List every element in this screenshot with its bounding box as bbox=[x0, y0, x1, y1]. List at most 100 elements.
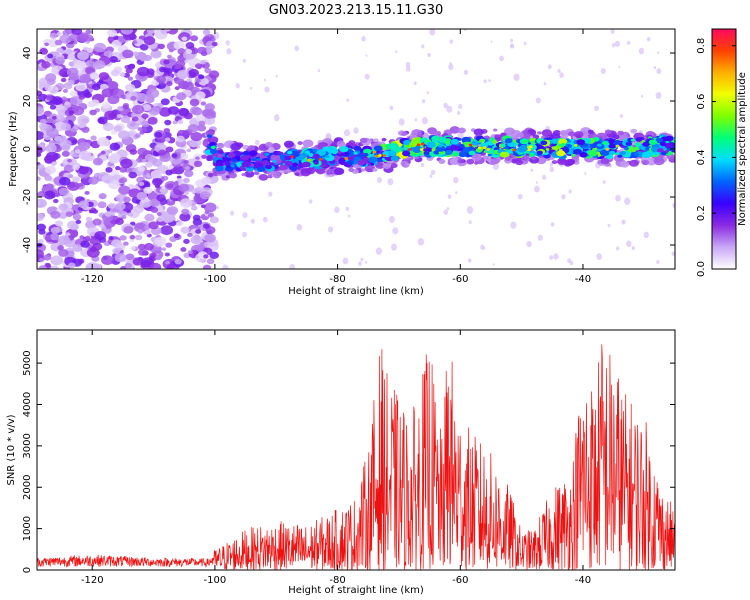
spectrogram-cell bbox=[596, 253, 602, 261]
spectrogram-cell bbox=[332, 150, 338, 155]
spectrogram-cell bbox=[242, 58, 247, 63]
spectrogram-cell bbox=[130, 96, 137, 101]
spectrogram-cell bbox=[203, 108, 216, 119]
spectrogram-cell bbox=[569, 260, 574, 266]
spectrogram-cell bbox=[615, 246, 620, 251]
spectrogram-cell bbox=[421, 44, 425, 49]
y-tick-label: 40 bbox=[22, 47, 33, 60]
spectrogram-cell bbox=[217, 153, 224, 158]
spectrogram-cell bbox=[57, 235, 71, 245]
x-tick-label: -100 bbox=[204, 575, 227, 586]
spectrogram-cell bbox=[375, 161, 385, 169]
spectrogram-cell bbox=[373, 145, 383, 152]
spectrogram-cell bbox=[181, 208, 190, 215]
spectrogram-cell bbox=[152, 177, 163, 187]
spectrogram-cell bbox=[115, 218, 124, 225]
spectrogram-cell bbox=[613, 140, 622, 146]
spectrogram-cell bbox=[58, 248, 69, 257]
spectrogram-cell bbox=[202, 29, 211, 36]
spectrogram-cell bbox=[242, 231, 247, 238]
spectrogram-cell bbox=[180, 247, 187, 252]
spectrogram-cell bbox=[638, 47, 645, 55]
spectrogram-cell bbox=[139, 54, 148, 62]
spectrogram-cell bbox=[209, 141, 216, 147]
spectrogram-cell bbox=[493, 128, 498, 132]
spectrogram-cell bbox=[294, 45, 300, 52]
spectrogram-cell bbox=[159, 66, 167, 73]
spectrogram-cell bbox=[93, 60, 106, 70]
spectrogram-cell bbox=[158, 149, 167, 156]
spectrogram-cell bbox=[72, 213, 82, 221]
spectrogram-cell bbox=[44, 262, 51, 268]
spectrogram-cell bbox=[471, 140, 479, 146]
spectrogram-cell bbox=[274, 170, 280, 175]
spectrogram-cell bbox=[186, 148, 192, 153]
spectrogram-cell bbox=[85, 235, 91, 240]
spectrogram-cell bbox=[73, 60, 86, 70]
spectrogram-hotspot bbox=[559, 149, 563, 152]
spectrogram-cell bbox=[275, 74, 278, 78]
spectrogram-cell bbox=[510, 221, 517, 229]
spectrogram-cell bbox=[249, 86, 253, 90]
spectrogram-cell bbox=[455, 191, 458, 195]
spectrogram-cell bbox=[209, 251, 219, 259]
spectrogram-cell bbox=[565, 143, 573, 149]
spectrogram-cell bbox=[88, 209, 94, 214]
spectrogram-cell bbox=[89, 72, 100, 80]
spectrogram-cell bbox=[316, 149, 326, 156]
spectrogram-cell bbox=[473, 128, 484, 136]
spectrogram-cell bbox=[137, 147, 148, 156]
spectrogram-cell bbox=[136, 93, 148, 102]
spectrogram-cell bbox=[450, 145, 459, 151]
spectrogram-cell bbox=[38, 265, 48, 269]
spectrogram-cell bbox=[516, 132, 525, 138]
spectrogram-cell bbox=[165, 260, 171, 265]
spectrogram-cell bbox=[583, 137, 592, 144]
spectrogram-cell bbox=[664, 142, 673, 149]
spectrogram-cell bbox=[107, 202, 116, 209]
spectrogram-cell bbox=[93, 42, 107, 53]
spectrogram-cell bbox=[69, 91, 77, 97]
spectrogram-cell bbox=[610, 29, 615, 34]
spectrogram-hotspot bbox=[545, 148, 550, 151]
spectrogram-cell bbox=[78, 141, 91, 151]
spectrogram-cell bbox=[550, 222, 555, 227]
spectrogram-cell bbox=[166, 183, 174, 189]
spectrogram-cell bbox=[50, 210, 61, 219]
x-tick-label: -60 bbox=[452, 274, 468, 285]
spectrogram-cell bbox=[176, 135, 185, 143]
spectrogram-cell bbox=[200, 204, 206, 209]
snr-y-axis: 0 1000 2000 3000 4000 5000 bbox=[22, 350, 675, 573]
spectrogram-cell bbox=[526, 240, 532, 248]
spectrogram-cell bbox=[254, 139, 260, 146]
spectrogram-cell bbox=[113, 125, 123, 132]
spectrogram-cell bbox=[343, 129, 351, 137]
spectrogram-cell bbox=[339, 153, 345, 157]
spectrogram-cell bbox=[551, 160, 558, 165]
spectrogram-cell bbox=[372, 168, 378, 172]
spectrogram-cell bbox=[325, 155, 330, 158]
spectrogram-cell bbox=[427, 52, 431, 58]
spectrogram-cell bbox=[68, 110, 75, 115]
spectrogram-cell bbox=[264, 152, 270, 157]
spectrogram-cell bbox=[561, 194, 566, 200]
spectrogram-cell bbox=[98, 79, 104, 83]
spectrogram-cell bbox=[215, 161, 224, 167]
spectrogram-cell bbox=[72, 244, 83, 252]
spectrogram-cell bbox=[66, 82, 72, 87]
spectrogram-cell bbox=[112, 174, 121, 181]
spectrogram-cell bbox=[120, 29, 134, 35]
spectrogram-cell bbox=[471, 153, 482, 161]
spectrogram-cell bbox=[103, 50, 113, 58]
spectrogram-cell bbox=[125, 253, 135, 261]
spectrogram-cell bbox=[253, 171, 260, 176]
spectrogram-cell bbox=[174, 258, 182, 265]
spectrogram-cell bbox=[190, 235, 203, 245]
spectrogram-cell bbox=[353, 145, 362, 152]
spectrogram-cell bbox=[625, 240, 632, 248]
spectrogram-cell bbox=[258, 174, 269, 181]
spectrogram-cell bbox=[187, 250, 193, 255]
spectrogram-cell bbox=[107, 149, 113, 154]
spectrogram-cell bbox=[144, 213, 155, 222]
spectrogram-cell bbox=[162, 213, 175, 223]
